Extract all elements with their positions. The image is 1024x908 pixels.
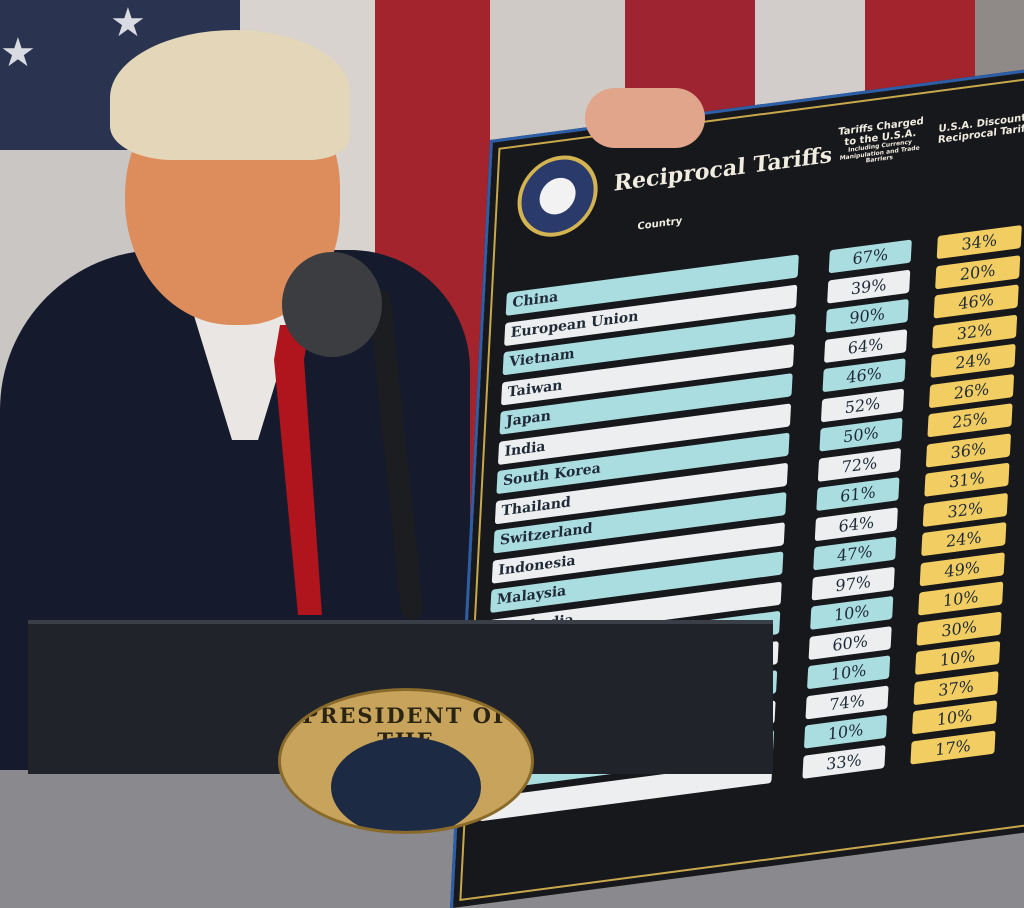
reciprocal-cell: 24% [921, 522, 1007, 557]
reciprocal-cell: 32% [922, 492, 1008, 527]
reciprocal-cell: 17% [910, 729, 996, 765]
reciprocal-cell: 26% [928, 373, 1015, 408]
charged-cell: 10% [807, 655, 891, 690]
charged-cell: 10% [803, 714, 888, 749]
charged-cell: 74% [805, 685, 889, 719]
reciprocal-cell: 32% [932, 314, 1018, 349]
reciprocal-cell: 37% [913, 670, 999, 705]
charged-cell: 61% [816, 477, 900, 512]
reciprocal-header: U.S.A. Discounted Reciprocal Tariffs [937, 110, 1024, 147]
reciprocal-cell: 20% [935, 254, 1021, 289]
presidential-seal: PRESIDENT OF THE [278, 688, 534, 834]
reciprocal-cell: 46% [933, 284, 1019, 319]
charged-cell: 10% [810, 595, 894, 630]
podium: PRESIDENT OF THE [28, 620, 773, 834]
microphone-icon [282, 252, 382, 357]
reciprocal-cell: 24% [930, 343, 1016, 379]
reciprocal-cell: 30% [916, 611, 1002, 646]
charged-cell: 60% [808, 625, 892, 660]
reciprocal-cell: 34% [936, 224, 1022, 260]
reciprocal-cell: 36% [925, 432, 1012, 468]
charged-cell: 90% [825, 298, 909, 333]
reciprocal-cell: 31% [924, 462, 1010, 497]
charged-cell: 33% [802, 744, 886, 779]
board-title: Reciprocal Tariffs [613, 141, 833, 197]
reciprocal-cell: 10% [915, 640, 1001, 676]
charged-header: Tariffs Charged to the U.S.A. Including … [829, 115, 931, 170]
charged-cell: 46% [822, 358, 906, 393]
charged-cell: 97% [811, 566, 895, 601]
charged-cell: 47% [813, 536, 897, 571]
reciprocal-tariffs-board: Reciprocal Tariffs Country Tariffs Charg… [450, 60, 1024, 908]
charged-cell: 67% [828, 239, 912, 274]
charged-cell: 72% [817, 447, 902, 482]
reciprocal-cell: 49% [919, 551, 1005, 586]
charged-cell: 50% [819, 417, 903, 452]
reciprocal-cell: 10% [918, 581, 1004, 616]
charged-cell: 64% [824, 328, 908, 363]
hand [585, 88, 705, 148]
presidential-seal-logo [515, 150, 600, 242]
reciprocal-cell: 10% [911, 700, 998, 735]
hair [110, 30, 350, 160]
charged-cell: 52% [820, 387, 905, 422]
charged-cell: 39% [827, 269, 911, 304]
reciprocal-cell: 25% [927, 403, 1013, 438]
charged-cell: 64% [814, 506, 898, 541]
country-header: Country [637, 215, 683, 233]
